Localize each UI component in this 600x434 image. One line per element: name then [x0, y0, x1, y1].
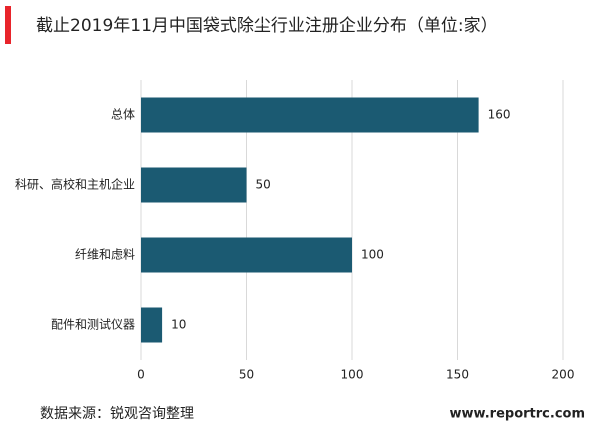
x-tick-label: 150	[446, 368, 469, 382]
x-tick-label: 200	[552, 368, 575, 382]
x-tick-label: 50	[239, 368, 254, 382]
y-tick-label: 科研、高校和主机企业	[15, 177, 135, 192]
y-tick-label: 纤维和虑料	[75, 248, 135, 262]
bar	[141, 307, 163, 343]
bar	[141, 97, 479, 133]
x-tick-label: 100	[341, 368, 364, 382]
title-accent	[5, 6, 11, 44]
chart-title: 截止2019年11月中国袋式除尘行业注册企业分布（单位:家）	[36, 16, 498, 36]
x-tick-label: 0	[137, 368, 145, 382]
source: 数据来源：锐观咨询整理	[40, 406, 194, 422]
y-tick-label: 配件和测试仪器	[51, 317, 135, 332]
y-tick-label: 总体	[111, 108, 135, 122]
value-label: 50	[256, 178, 271, 192]
website: www.reportrc.com	[450, 407, 585, 422]
bar	[141, 237, 352, 273]
value-label: 160	[488, 108, 511, 122]
value-label: 100	[361, 248, 384, 262]
value-label: 10	[171, 318, 186, 332]
bar	[141, 167, 247, 203]
